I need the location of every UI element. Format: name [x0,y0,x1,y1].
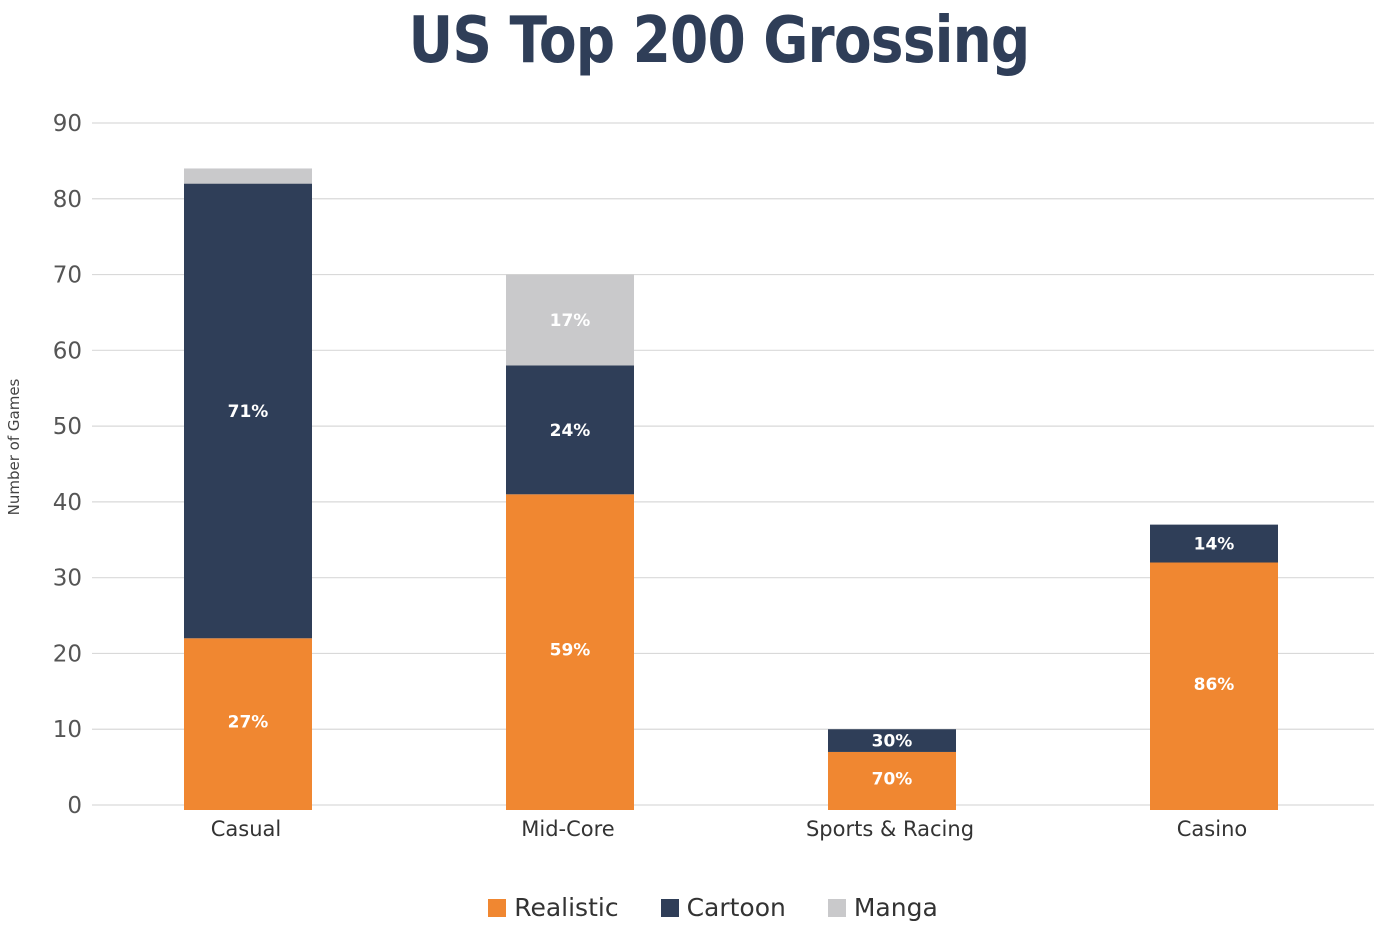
data-label: 27% [228,713,269,733]
y-tick-label: 0 [67,793,82,819]
legend-item-manga: Manga [827,893,938,922]
x-axis: Casual Mid-Core Sports & Racing Casino [211,817,1247,841]
y-axis-label: Number of Games [5,378,23,515]
bars: 27% 71% 59% 24% 17% 70% 30% 86% 14% [184,168,1278,810]
data-label: 14% [1194,535,1235,555]
legend-swatch [488,898,507,917]
data-label: 59% [550,641,591,661]
bar-segment-cartoon [506,365,634,495]
legend-swatch [660,898,679,917]
x-tick-label: Sports & Racing [806,817,974,841]
legend-label: Manga [853,893,938,922]
legend-item-cartoon: Cartoon [660,893,786,922]
chart-title: US Top 200 Grossing [408,4,1031,78]
bar-segment-cartoon [828,729,956,752]
data-label: 30% [872,732,913,752]
bar-segment-realistic [506,494,634,810]
bar-segment-realistic [828,751,956,810]
data-label: 86% [1194,675,1235,695]
bar-segment-realistic [1150,562,1278,810]
y-tick-label: 80 [53,187,82,213]
legend-swatch [827,898,846,917]
y-tick-label: 60 [53,338,82,364]
y-tick-label: 10 [53,717,82,743]
y-tick-label: 50 [53,414,82,440]
legend: Realistic Cartoon Manga [0,893,1400,922]
legend-label: Cartoon [686,893,786,922]
bar-segment-manga [184,168,312,184]
legend-label: Realistic [514,893,619,922]
y-tick-label: 70 [53,263,82,289]
bar-segment-cartoon [1150,524,1278,563]
data-label: 70% [872,769,913,789]
x-tick-label: Casual [211,817,282,841]
data-label: 71% [228,402,269,422]
y-tick-label: 20 [53,641,82,667]
y-tick-label: 30 [53,566,82,592]
x-tick-label: Mid-Core [521,817,614,841]
y-axis: 0 10 20 30 40 50 60 70 80 90 [53,111,82,819]
y-tick-label: 90 [53,111,82,137]
x-tick-label: Casino [1177,817,1247,841]
data-label: 17% [550,311,591,331]
bar-segment-manga [506,274,634,366]
legend-item-realistic: Realistic [488,893,619,922]
data-label: 24% [550,421,591,441]
y-tick-label: 40 [53,490,82,516]
bar-segment-cartoon [184,183,312,639]
bar-segment-realistic [184,638,312,810]
